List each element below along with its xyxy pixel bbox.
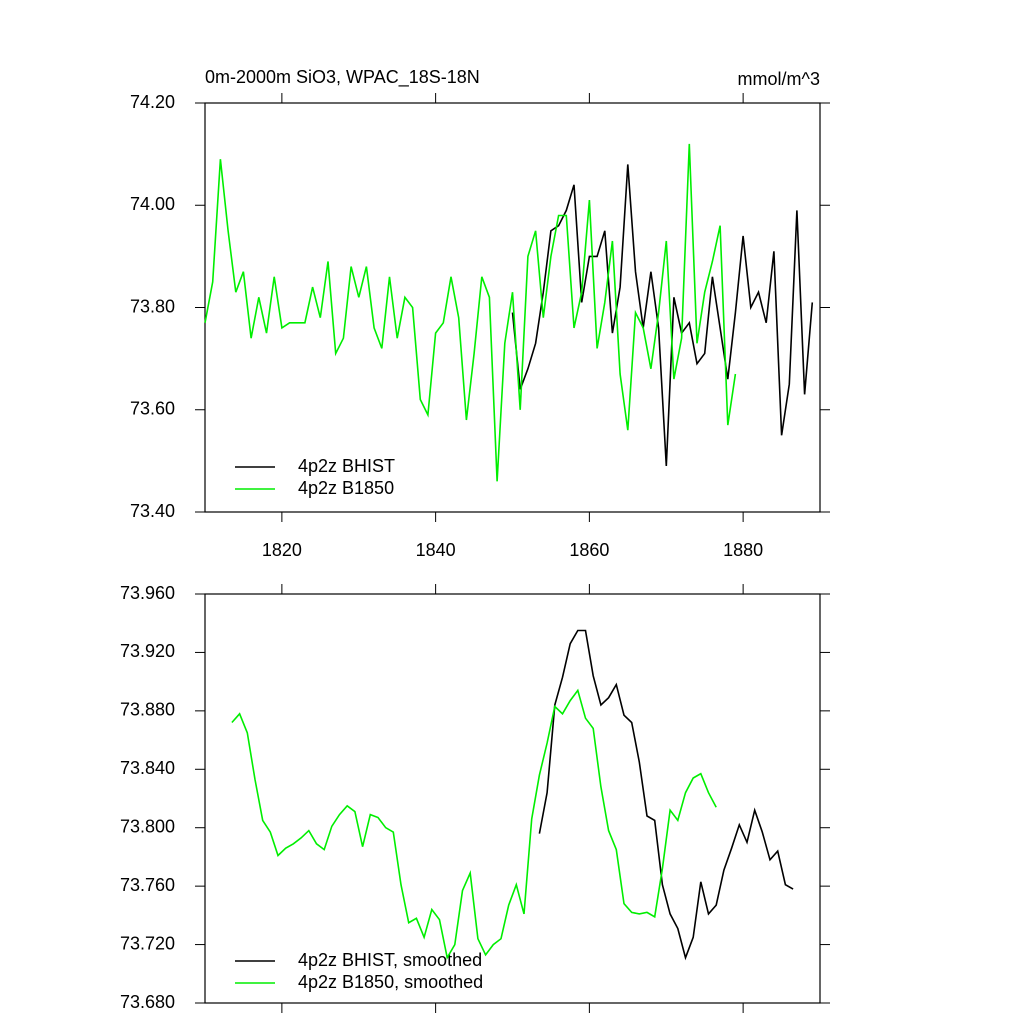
y-tick-label: 73.80 <box>130 296 175 316</box>
y-tick-label: 74.20 <box>130 92 175 112</box>
y-tick-label: 73.800 <box>120 816 175 836</box>
data-line <box>538 629 794 961</box>
plot-frame <box>204 102 821 513</box>
y-tick-label: 73.880 <box>120 700 175 720</box>
plot-frame <box>204 593 821 1004</box>
data-line <box>511 164 814 467</box>
legend-label: 4p2z BHIST, smoothed <box>298 950 482 970</box>
legend-label: 4p2z B1850 <box>298 478 394 498</box>
y-tick-label: 73.680 <box>120 992 175 1012</box>
y-tick-label: 73.960 <box>120 583 175 603</box>
y-tick-label: 73.920 <box>120 641 175 661</box>
units-label: mmol/m^3 <box>738 69 820 89</box>
data-line <box>204 143 737 482</box>
legend-label: 4p2z B1850, smoothed <box>298 972 483 992</box>
y-tick-label: 73.840 <box>120 758 175 778</box>
y-tick-label: 73.760 <box>120 875 175 895</box>
y-tick-label: 73.720 <box>120 933 175 953</box>
x-tick-label: 1820 <box>262 540 302 560</box>
y-tick-label: 74.00 <box>130 194 175 214</box>
chart-title: 0m-2000m SiO3, WPAC_18S-18N <box>205 67 480 88</box>
x-tick-label: 1880 <box>723 540 763 560</box>
x-tick-label: 1860 <box>569 540 609 560</box>
y-tick-label: 73.40 <box>130 501 175 521</box>
x-tick-label: 1840 <box>416 540 456 560</box>
data-line <box>231 688 717 960</box>
y-tick-label: 73.60 <box>130 399 175 419</box>
legend-label: 4p2z BHIST <box>298 456 395 476</box>
